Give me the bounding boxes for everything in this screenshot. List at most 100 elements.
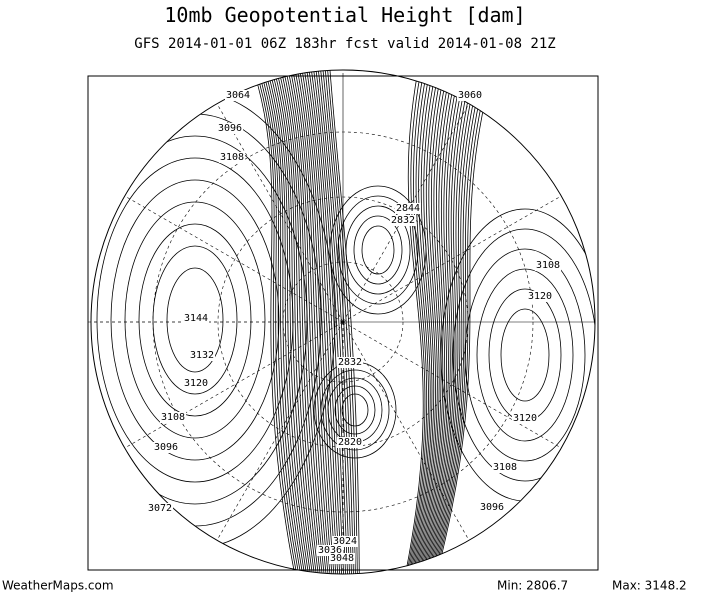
contour — [326, 70, 358, 574]
contour — [309, 70, 346, 574]
contour — [256, 70, 306, 574]
contour-label: 3096 — [480, 502, 504, 513]
contour — [429, 70, 496, 574]
contour-label: 3024 — [333, 536, 357, 547]
label-background — [336, 437, 364, 448]
source: WeatherMaps.com — [2, 579, 114, 593]
contour — [278, 70, 322, 574]
contour — [297, 70, 337, 574]
contour — [283, 70, 326, 574]
label-background — [188, 350, 216, 361]
contour — [288, 70, 330, 574]
label-background — [182, 378, 210, 389]
contour — [405, 70, 436, 574]
contour — [406, 70, 439, 574]
contour — [424, 70, 484, 574]
contour-label: 2832 — [391, 215, 415, 226]
label-background — [218, 152, 246, 163]
contour — [264, 70, 312, 574]
contour-label: 3108 — [161, 412, 185, 423]
contour — [276, 70, 321, 574]
contour — [280, 70, 324, 574]
contour-label: 3096 — [154, 442, 178, 453]
label-background — [478, 502, 506, 513]
contour-label: 3064 — [226, 90, 250, 101]
contour — [408, 70, 442, 574]
contour — [261, 70, 310, 574]
contour — [423, 70, 481, 574]
contour — [302, 70, 340, 574]
contour — [304, 70, 342, 574]
label-background — [534, 260, 562, 271]
contour — [500, 308, 550, 402]
contour — [428, 70, 493, 574]
contour — [166, 267, 224, 373]
contour — [337, 195, 419, 305]
contour — [321, 70, 355, 574]
contour-label: 3120 — [513, 413, 537, 424]
contour — [138, 223, 252, 417]
meridian — [342, 321, 470, 541]
label-background — [182, 313, 210, 324]
label-background — [491, 462, 519, 473]
label-background — [216, 123, 244, 134]
contour — [319, 70, 353, 574]
label-background — [146, 503, 174, 514]
contours — [91, 70, 595, 574]
contour — [399, 70, 424, 574]
contour — [254, 70, 304, 574]
contour — [464, 248, 586, 462]
map-boundary — [90, 69, 596, 575]
contour-labels: 3064 306030963108284428323108312031443132… — [146, 90, 562, 564]
meridian — [124, 321, 344, 449]
contour — [353, 215, 403, 285]
contour-label: 3096 — [218, 123, 242, 134]
contour-label: 3108 — [536, 260, 560, 271]
contour — [415, 70, 460, 574]
label-background — [152, 442, 180, 453]
contour — [412, 70, 454, 574]
contour — [268, 70, 315, 574]
contour-label: 3120 — [184, 378, 208, 389]
contour-label: 3120 — [528, 291, 552, 302]
contour — [411, 70, 451, 574]
label-background — [316, 545, 344, 556]
label-background — [389, 215, 417, 226]
contour-label: 2844 — [396, 203, 420, 214]
contour-label: 3048 — [330, 553, 354, 564]
contour — [110, 179, 280, 461]
title: 10mb Geopotential Height [dam] — [164, 3, 525, 27]
contour — [422, 70, 478, 574]
contour-label: 3036 — [318, 545, 342, 556]
min-value: Min: 2806.7 — [497, 579, 568, 593]
contour — [421, 70, 475, 574]
contour — [316, 70, 351, 574]
label-background — [159, 412, 187, 423]
contour — [410, 70, 448, 574]
contour — [403, 70, 430, 574]
contour — [361, 225, 395, 275]
contour — [404, 70, 433, 574]
contour-label: 3108 — [220, 152, 244, 163]
contour — [400, 70, 426, 574]
contour — [290, 70, 331, 574]
contour — [427, 70, 490, 574]
contour — [307, 70, 344, 574]
contour — [414, 70, 457, 574]
contour — [252, 70, 303, 574]
contour — [426, 70, 487, 574]
label-background — [526, 291, 554, 302]
contour — [402, 70, 428, 574]
contour — [440, 208, 595, 502]
contour — [420, 70, 472, 574]
label-background — [336, 357, 364, 368]
contour-label: 2832 — [338, 357, 362, 368]
label-background — [328, 553, 356, 564]
lat-lon-grid — [88, 70, 598, 574]
label-background — [511, 413, 539, 424]
contour — [285, 70, 328, 574]
contour-label: 3060 — [458, 90, 482, 101]
contour — [476, 268, 574, 442]
contour — [271, 70, 317, 574]
